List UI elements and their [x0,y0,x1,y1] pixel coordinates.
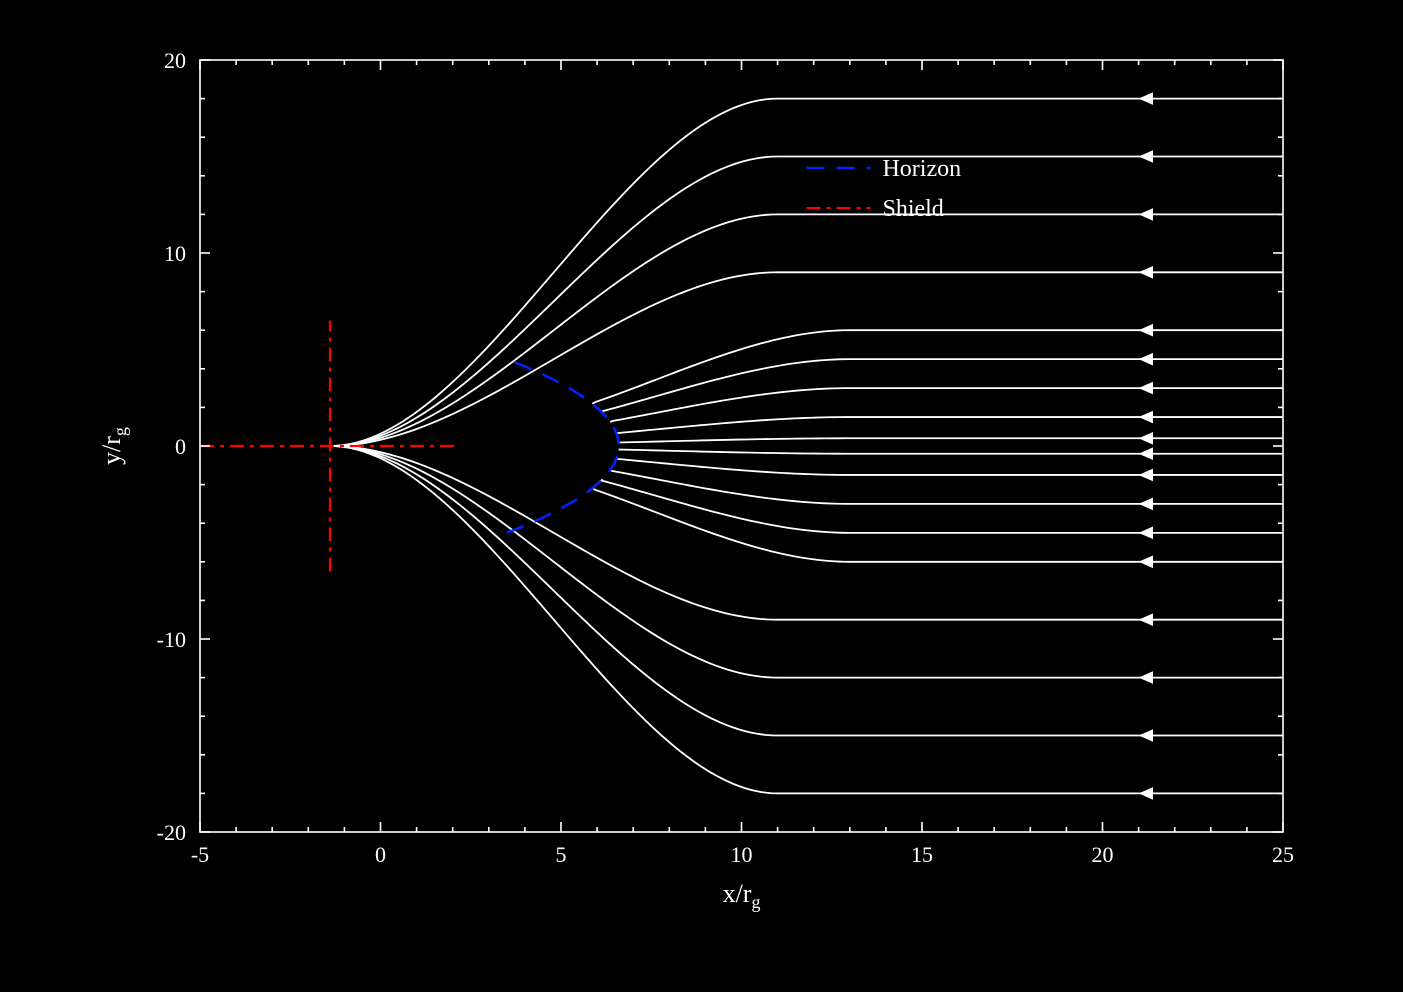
x-tick-label: 0 [375,842,386,867]
y-tick-label: 20 [164,48,186,73]
y-tick-label: 0 [175,434,186,459]
x-tick-label: 25 [1272,842,1294,867]
x-tick-label: 5 [556,842,567,867]
legend-item-label: Horizon [882,156,961,182]
x-tick-label: -5 [191,842,209,867]
y-tick-label: -20 [157,820,186,845]
y-tick-label: -10 [157,627,186,652]
trajectory-chart: -50510152025-20-1001020x/rgy/rgHorizonSh… [0,0,1403,992]
x-tick-label: 10 [731,842,753,867]
x-tick-label: 20 [1092,842,1114,867]
chart-svg: -50510152025-20-1001020x/rgy/rgHorizonSh… [0,0,1403,992]
x-tick-label: 15 [911,842,933,867]
legend-item-label: Shield [882,196,943,222]
y-tick-label: 10 [164,241,186,266]
